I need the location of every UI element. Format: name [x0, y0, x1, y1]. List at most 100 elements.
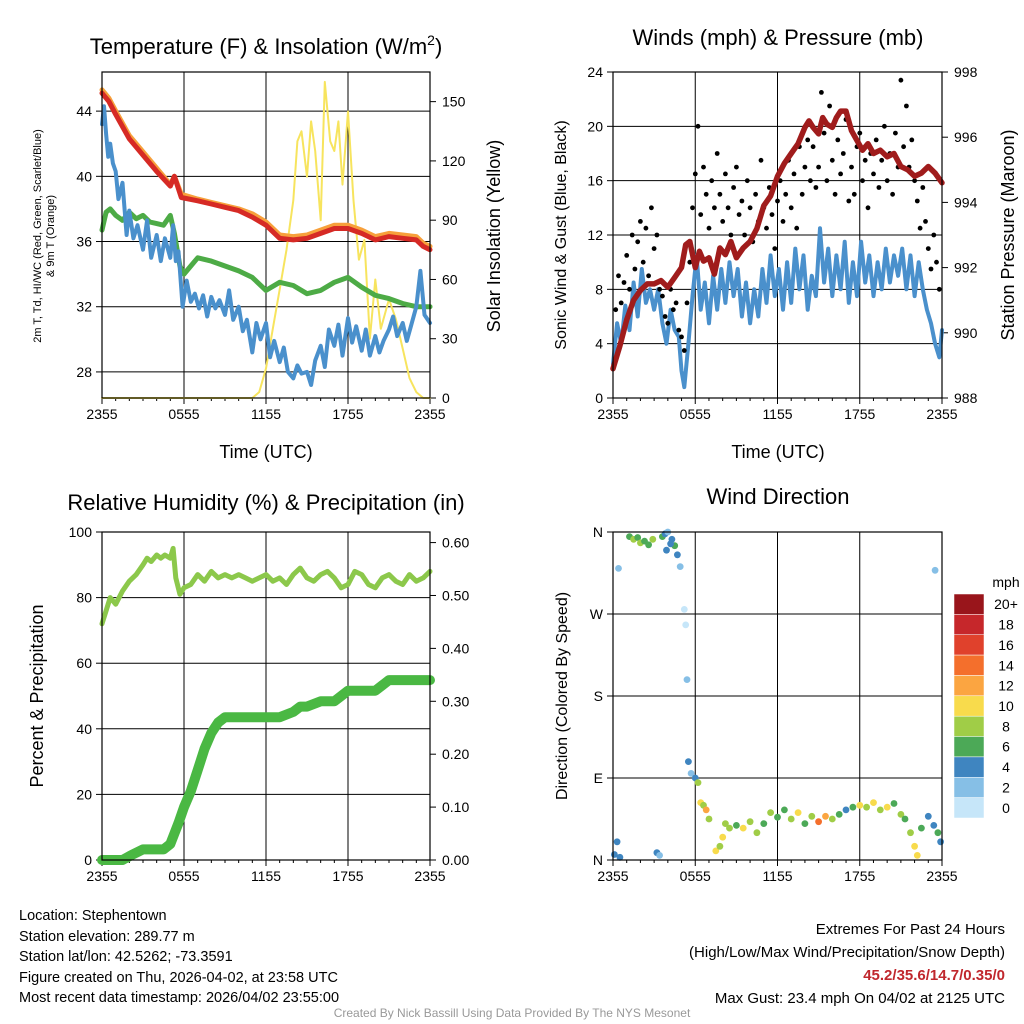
gust-point: [846, 198, 852, 204]
colorbar-swatch: [953, 777, 985, 798]
gust-point: [925, 246, 931, 252]
humidity-panel: Relative Humidity (%) & Precipitation (i…: [27, 490, 469, 884]
humidity-y2-tick-label: 0.20: [442, 746, 469, 762]
gust-point: [810, 144, 816, 150]
gust-point: [788, 205, 794, 211]
wind-direction-x-tick-label: 2355: [926, 868, 957, 884]
winds-y-tick-label: 4: [595, 336, 603, 352]
gust-point: [904, 103, 909, 109]
direction-point: [931, 566, 939, 574]
direction-point: [613, 838, 621, 846]
gust-point: [808, 178, 813, 184]
gust-point: [676, 327, 682, 333]
gust-point: [816, 164, 821, 170]
gust-point: [673, 300, 679, 306]
gust-point: [613, 307, 619, 313]
max-gust-text: Max Gust: 23.4 mph On 04/02 at 2125 UTC: [714, 990, 1005, 1007]
gust-point: [769, 212, 775, 218]
winds-chart-title: Winds (mph) & Pressure (mb): [633, 25, 924, 50]
direction-point: [787, 815, 795, 823]
gust-point: [783, 191, 789, 197]
location-text: Location: Stephentown: [19, 908, 167, 924]
gust-point: [657, 286, 662, 292]
humidity-y-tick-label: 80: [76, 590, 92, 606]
gust-point: [876, 185, 882, 190]
colorbar-swatch: [953, 736, 985, 758]
winds-x-tick-label: 1155: [762, 406, 792, 422]
direction-point: [687, 770, 695, 777]
gust-point: [681, 348, 687, 353]
gust-point: [901, 144, 906, 150]
temperature-chart-title: Temperature (F) & Insolation (W/m2): [90, 32, 443, 59]
gust-point: [629, 232, 635, 238]
gust-point: [871, 171, 876, 177]
direction-point: [835, 811, 843, 818]
colorbar-swatch: [953, 756, 985, 778]
winds-y-tick-label: 24: [587, 64, 603, 80]
gust-point: [799, 191, 805, 197]
winds-x-tick-label: 1755: [844, 406, 875, 422]
gust-point: [813, 185, 819, 190]
gust-point: [632, 266, 638, 272]
direction-y-axis-label: Direction (Colored By Speed): [554, 592, 571, 800]
gust-point: [873, 137, 879, 143]
gust-point: [865, 205, 871, 211]
winds-y2-tick-label: 992: [954, 260, 978, 276]
direction-point: [753, 829, 761, 837]
direction-point: [739, 824, 747, 832]
temperature-x-tick-label: 0555: [168, 406, 199, 422]
winds-y-tick-label: 20: [587, 118, 603, 134]
colorbar-title: mph: [992, 574, 1019, 590]
gust-point: [662, 314, 668, 319]
credit-text: Created By Nick Bassill Using Data Provi…: [333, 1006, 691, 1020]
direction-point: [767, 809, 774, 816]
direction-point: [694, 779, 702, 786]
gust-point: [618, 300, 624, 306]
humidity-series-relative-humidity: [99, 545, 433, 627]
humidity-y2-tick-label: 0.00: [442, 852, 469, 868]
gust-point: [882, 123, 887, 129]
gust-point: [723, 171, 728, 177]
temperature-series-hi-wc: [100, 104, 432, 387]
wind-direction-x-tick-label: 1755: [844, 868, 875, 884]
temperature-y2-tick-label: 120: [442, 153, 466, 169]
direction-point: [937, 838, 944, 846]
insolation-y-axis-label: Solar Insolation (Yellow): [484, 140, 504, 332]
winds-plot-border: [612, 71, 943, 399]
colorbar-label: 0: [1002, 800, 1010, 816]
gust-point: [695, 123, 701, 129]
temperature-y-tick-label: 40: [76, 168, 92, 184]
wind-direction-panel: Wind Direction Direction (Colored By Spe…: [554, 484, 1020, 884]
direction-point: [682, 621, 690, 629]
gust-point: [736, 212, 742, 218]
gust-point: [679, 334, 684, 340]
gust-point: [712, 205, 717, 211]
winds-y2-tick-label: 996: [954, 129, 978, 145]
humidity-y2-tick-label: 0.10: [442, 799, 469, 815]
temperature-x-axis-label: Time (UTC): [219, 442, 312, 462]
gust-point: [638, 219, 643, 224]
extremes-subtitle: (High/Low/Max Wind/Precipitation/Snow De…: [689, 944, 1005, 961]
gust-point: [805, 137, 811, 143]
direction-point: [663, 546, 670, 554]
station-info: Location: Stephentown Station elevation:…: [19, 906, 339, 1009]
temperature-plot-border: [101, 71, 431, 399]
winds-y-tick-label: 16: [587, 173, 603, 189]
gust-point: [835, 137, 841, 143]
direction-point: [781, 806, 788, 814]
direction-point: [842, 806, 850, 814]
gust-point: [772, 246, 778, 252]
gust-point: [802, 164, 808, 170]
gust-point: [717, 191, 723, 197]
colorbar-label: 8: [1002, 718, 1010, 734]
winds-y-tick-label: 8: [595, 281, 603, 297]
gust-point: [698, 212, 704, 218]
gust-point: [701, 164, 706, 170]
gust-point: [827, 103, 832, 109]
gust-point: [651, 246, 657, 252]
gust-point: [890, 191, 895, 197]
colorbar-label: 6: [1002, 739, 1010, 755]
gust-point: [931, 232, 937, 238]
direction-point: [680, 606, 688, 613]
gust-point: [709, 178, 715, 184]
